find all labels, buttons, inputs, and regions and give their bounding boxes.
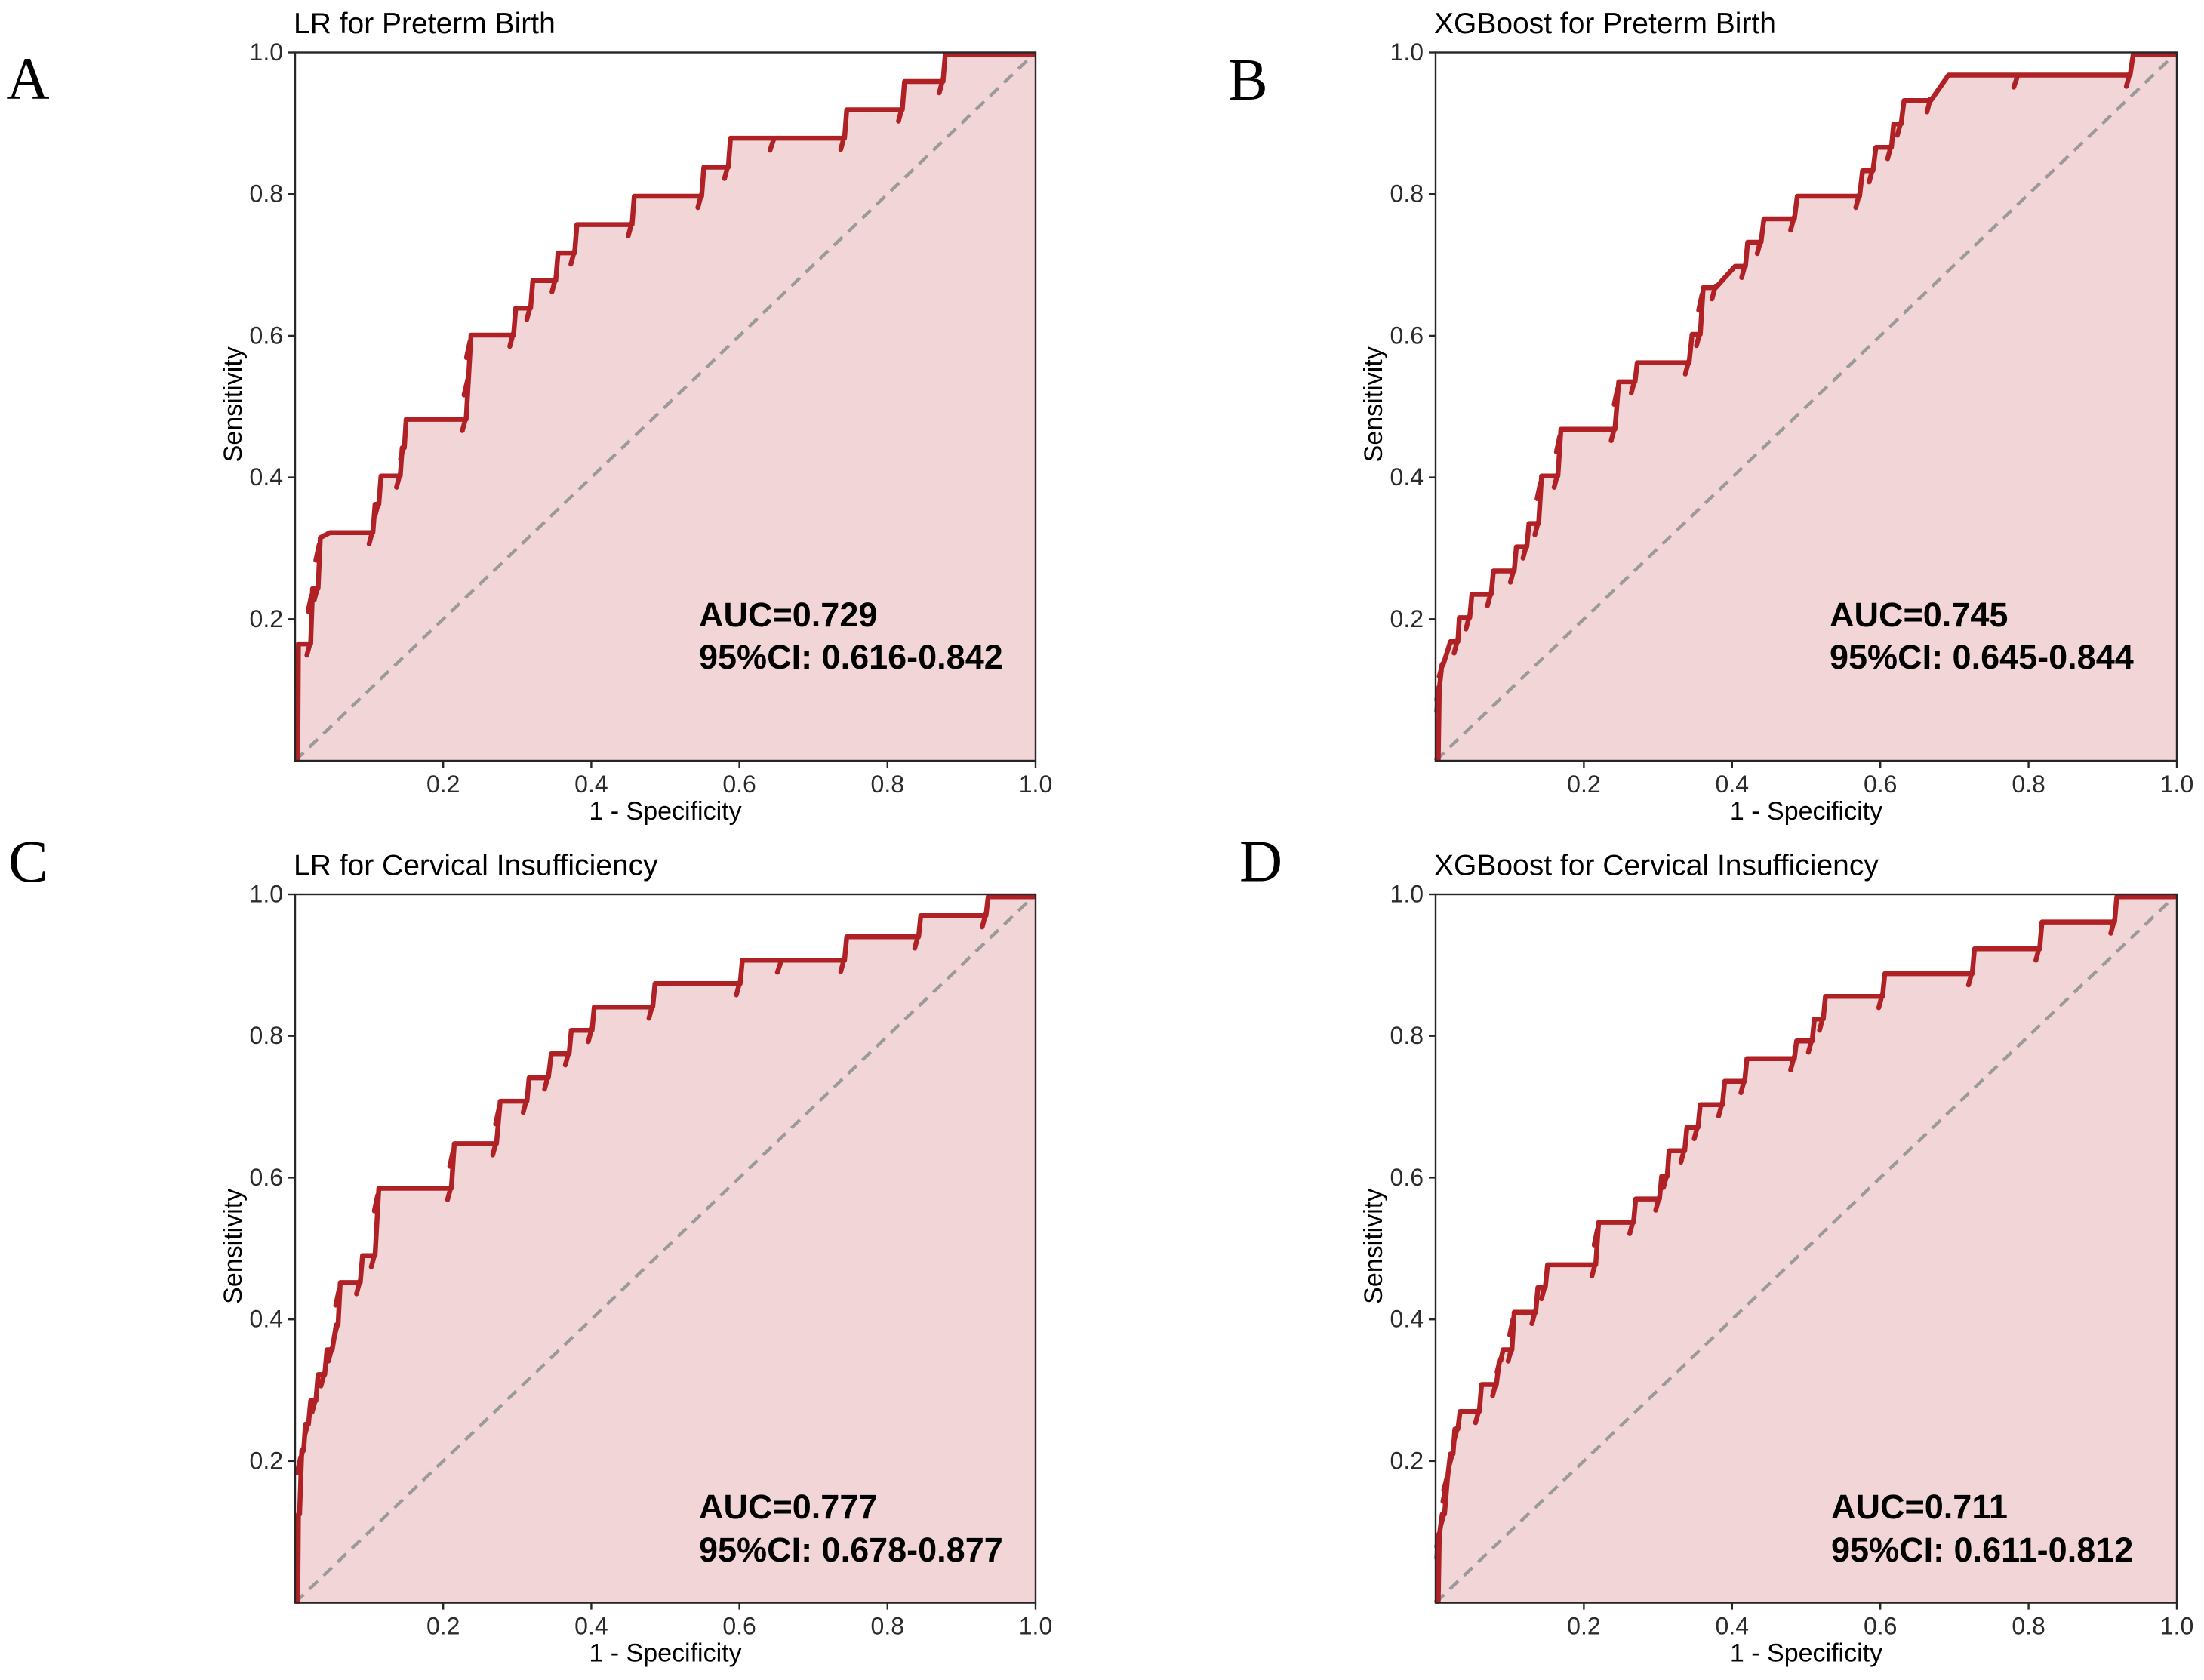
svg-text:0.2: 0.2 bbox=[1567, 1613, 1600, 1640]
svg-text:1.0: 1.0 bbox=[250, 881, 283, 908]
svg-text:1.0: 1.0 bbox=[1390, 38, 1424, 66]
svg-text:0.6: 0.6 bbox=[722, 1613, 756, 1640]
svg-text:0.2: 0.2 bbox=[426, 1613, 460, 1640]
svg-text:0.6: 0.6 bbox=[1390, 1164, 1424, 1191]
svg-text:0.8: 0.8 bbox=[250, 1022, 283, 1049]
svg-text:0.8: 0.8 bbox=[871, 771, 904, 798]
svg-text:1 - Specificity: 1 - Specificity bbox=[589, 797, 741, 826]
svg-text:95%CI: 0.611-0.812: 95%CI: 0.611-0.812 bbox=[1831, 1531, 2133, 1569]
svg-text:0.4: 0.4 bbox=[574, 1613, 608, 1640]
svg-text:0.8: 0.8 bbox=[2012, 1613, 2045, 1640]
svg-text:95%CI: 0.616-0.842: 95%CI: 0.616-0.842 bbox=[699, 638, 1003, 676]
svg-text:0.8: 0.8 bbox=[871, 1613, 904, 1640]
svg-text:B: B bbox=[1228, 48, 1268, 113]
svg-text:Sensitivity: Sensitivity bbox=[219, 346, 248, 462]
svg-text:0.2: 0.2 bbox=[426, 771, 460, 798]
svg-text:95%CI: 0.645-0.844: 95%CI: 0.645-0.844 bbox=[1830, 638, 2134, 676]
svg-text:0.4: 0.4 bbox=[1716, 771, 1749, 798]
svg-text:0.4: 0.4 bbox=[1390, 1306, 1424, 1333]
svg-text:AUC=0.711: AUC=0.711 bbox=[1831, 1488, 2008, 1526]
svg-text:0.6: 0.6 bbox=[1864, 771, 1897, 798]
svg-text:0.2: 0.2 bbox=[250, 605, 283, 632]
svg-text:1.0: 1.0 bbox=[2160, 771, 2193, 798]
svg-text:0.8: 0.8 bbox=[1390, 180, 1424, 208]
svg-text:1.0: 1.0 bbox=[250, 38, 283, 66]
svg-text:0.8: 0.8 bbox=[250, 180, 283, 208]
svg-text:0.6: 0.6 bbox=[1390, 322, 1424, 349]
svg-text:A: A bbox=[7, 47, 50, 112]
svg-text:0.4: 0.4 bbox=[250, 1306, 283, 1333]
svg-text:0.6: 0.6 bbox=[250, 322, 283, 349]
svg-text:AUC=0.729: AUC=0.729 bbox=[699, 595, 877, 634]
svg-text:0.8: 0.8 bbox=[2012, 771, 2045, 798]
svg-text:D: D bbox=[1239, 829, 1282, 895]
svg-text:AUC=0.745: AUC=0.745 bbox=[1830, 595, 2008, 634]
svg-text:95%CI: 0.678-0.877: 95%CI: 0.678-0.877 bbox=[699, 1531, 1003, 1569]
svg-text:0.4: 0.4 bbox=[1390, 463, 1424, 491]
svg-text:Sensitivity: Sensitivity bbox=[1359, 346, 1388, 462]
svg-text:0.6: 0.6 bbox=[722, 771, 756, 798]
svg-text:LR for Preterm Birth: LR for Preterm Birth bbox=[294, 8, 556, 40]
svg-text:AUC=0.777: AUC=0.777 bbox=[699, 1488, 877, 1526]
svg-text:1.0: 1.0 bbox=[1019, 1613, 1052, 1640]
svg-text:0.2: 0.2 bbox=[1390, 605, 1424, 632]
svg-text:0.6: 0.6 bbox=[250, 1164, 283, 1191]
svg-text:1 - Specificity: 1 - Specificity bbox=[1730, 797, 1882, 826]
svg-text:0.4: 0.4 bbox=[250, 463, 283, 491]
svg-text:XGBoost for Preterm Birth: XGBoost for Preterm Birth bbox=[1434, 8, 1776, 40]
svg-text:Sensitivity: Sensitivity bbox=[1359, 1189, 1388, 1304]
svg-text:1.0: 1.0 bbox=[2160, 1613, 2193, 1640]
svg-text:0.6: 0.6 bbox=[1864, 1613, 1897, 1640]
svg-text:1 - Specificity: 1 - Specificity bbox=[1730, 1639, 1882, 1668]
svg-text:0.8: 0.8 bbox=[1390, 1022, 1424, 1049]
svg-text:0.2: 0.2 bbox=[1567, 771, 1600, 798]
svg-text:0.2: 0.2 bbox=[1390, 1447, 1424, 1474]
svg-text:LR for Cervical Insufficiency: LR for Cervical Insufficiency bbox=[294, 850, 658, 882]
svg-text:XGBoost for Cervical Insuffici: XGBoost for Cervical Insufficiency bbox=[1434, 850, 1879, 882]
svg-text:1.0: 1.0 bbox=[1019, 771, 1052, 798]
svg-text:1 - Specificity: 1 - Specificity bbox=[589, 1639, 741, 1668]
svg-text:0.4: 0.4 bbox=[574, 771, 608, 798]
svg-text:0.4: 0.4 bbox=[1716, 1613, 1749, 1640]
svg-text:0.2: 0.2 bbox=[250, 1447, 283, 1474]
svg-text:C: C bbox=[8, 829, 48, 895]
svg-text:Sensitivity: Sensitivity bbox=[219, 1189, 248, 1304]
svg-text:1.0: 1.0 bbox=[1390, 881, 1424, 908]
